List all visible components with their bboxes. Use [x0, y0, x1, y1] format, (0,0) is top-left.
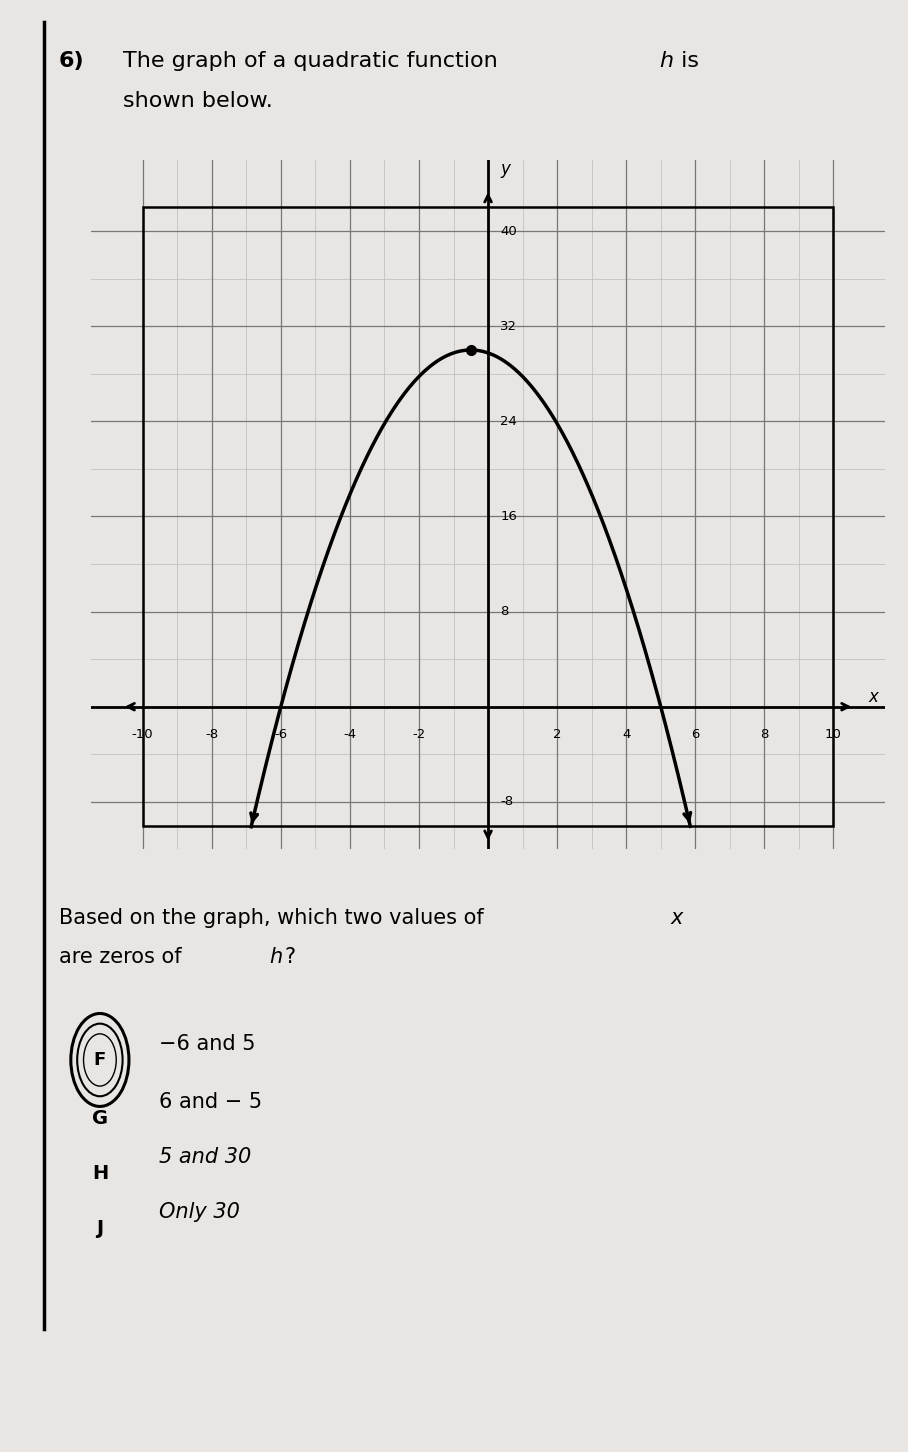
Text: 10: 10	[825, 727, 842, 741]
Text: F: F	[94, 1051, 106, 1069]
Text: 40: 40	[500, 225, 517, 238]
Text: 4: 4	[622, 727, 630, 741]
Text: is: is	[674, 51, 699, 71]
Text: 5 and 30: 5 and 30	[159, 1147, 252, 1167]
Text: h: h	[269, 947, 282, 967]
Text: G: G	[92, 1108, 108, 1128]
Text: 24: 24	[500, 415, 517, 428]
Text: h: h	[659, 51, 674, 71]
Text: are zeros of: are zeros of	[59, 947, 188, 967]
Text: -6: -6	[274, 727, 287, 741]
Text: 32: 32	[500, 319, 518, 333]
Text: x: x	[868, 688, 878, 706]
Text: -4: -4	[343, 727, 357, 741]
Text: Only 30: Only 30	[159, 1202, 240, 1223]
Text: 6 and − 5: 6 and − 5	[159, 1092, 262, 1112]
Text: Based on the graph, which two values of: Based on the graph, which two values of	[59, 908, 490, 928]
Text: y: y	[500, 160, 510, 177]
Text: -2: -2	[412, 727, 426, 741]
Text: -10: -10	[132, 727, 153, 741]
Text: J: J	[96, 1218, 104, 1239]
Text: -8: -8	[205, 727, 218, 741]
Text: The graph of a quadratic function: The graph of a quadratic function	[123, 51, 505, 71]
Text: ?: ?	[284, 947, 295, 967]
Text: 8: 8	[760, 727, 768, 741]
Bar	[143, 208, 834, 826]
Text: 8: 8	[500, 605, 508, 619]
Text: shown below.: shown below.	[123, 91, 272, 112]
Text: 6: 6	[691, 727, 699, 741]
Text: -8: -8	[500, 796, 513, 809]
Text: 6): 6)	[59, 51, 84, 71]
Text: −6 and 5: −6 and 5	[159, 1034, 255, 1054]
Text: 2: 2	[553, 727, 561, 741]
Text: 16: 16	[500, 510, 517, 523]
Text: H: H	[92, 1163, 108, 1183]
Text: x: x	[671, 908, 684, 928]
